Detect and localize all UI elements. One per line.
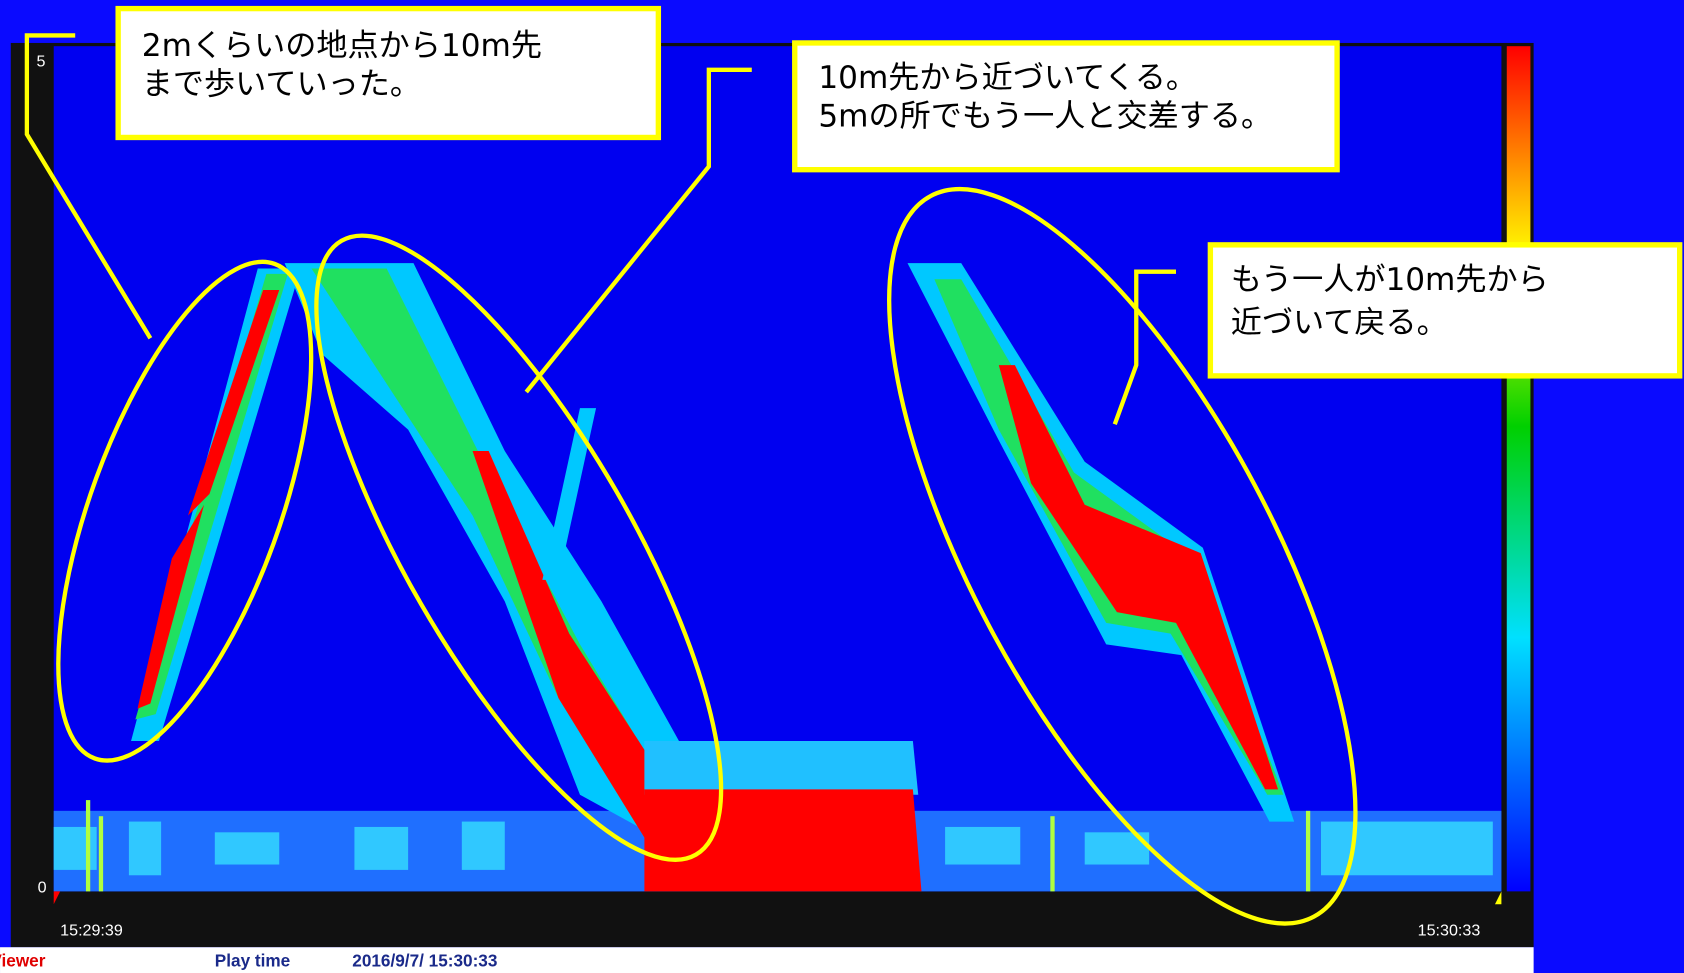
status-bar: [0, 947, 1534, 973]
callout: 2mくらいの地点から10m先 まで歩いていった。: [115, 5, 662, 141]
trace-right: [907, 263, 1295, 822]
y-bottom-label: 0: [38, 878, 47, 896]
callout: もう一人が10m先から 近づいて戻る。: [1207, 242, 1683, 379]
x-start-label: 15:29:39: [60, 921, 123, 939]
trace-left: [131, 268, 301, 742]
y-top-label: 5: [37, 53, 46, 71]
callout: 10m先から近づいてくる。 5mの所でもう一人と交差する。: [792, 40, 1340, 173]
callout-pointers: [24, 33, 1176, 425]
callout-line: 近づいて戻る。: [1231, 305, 1448, 341]
callout-line: 5mの所でもう一人と交差する。: [818, 99, 1272, 135]
callout-line: もう一人が10m先から: [1231, 262, 1549, 298]
callout-line: まで歩いていった。: [142, 67, 421, 103]
callout-line: 10m先から近づいてくる。: [818, 60, 1197, 96]
callout-line: 2mくらいの地点から10m先: [142, 28, 542, 64]
play-time-label: Play time: [215, 951, 290, 971]
x-end-label: 15:30:33: [1418, 921, 1481, 939]
highlight-ellipses: [56, 186, 1358, 926]
trace-center: [284, 263, 922, 892]
color-bar: [1506, 46, 1531, 892]
app-name: Viewer: [0, 951, 46, 971]
start-marker: [53, 891, 61, 905]
play-time: 2016/9/7/ 15:30:33: [352, 951, 497, 971]
noise-stripes: [53, 821, 1493, 876]
noise-lines: [85, 800, 1311, 892]
